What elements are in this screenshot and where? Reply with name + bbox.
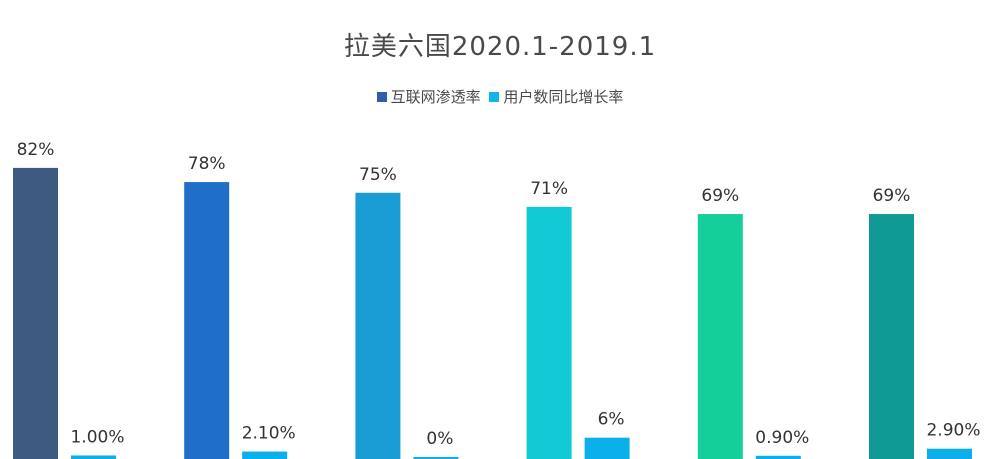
growth-bar-0 — [71, 455, 116, 459]
growth-data-label-0: 1.00% — [70, 427, 124, 447]
penetration-data-label-5: 69% — [873, 186, 911, 206]
penetration-data-label-2: 75% — [359, 165, 397, 185]
growth-data-label-4: 0.90% — [755, 428, 809, 448]
legend-swatch-penetration — [376, 91, 387, 102]
growth-bar-1 — [242, 451, 288, 459]
penetration-bar-5 — [869, 214, 914, 459]
penetration-data-label-4: 69% — [701, 186, 739, 206]
growth-data-label-2: 0% — [426, 429, 453, 449]
penetration-bar-3 — [526, 206, 572, 459]
growth-data-label-5: 2.90% — [926, 421, 980, 441]
chart-title: 拉美六国2020.1-2019.1 — [343, 32, 657, 62]
growth-bar-4 — [755, 455, 801, 459]
penetration-bar-1 — [184, 182, 230, 459]
penetration-data-label-1: 78% — [188, 154, 226, 174]
legend-swatch-growth — [489, 91, 500, 102]
growth-bar-5 — [927, 448, 972, 459]
legend-item-growth: 用户数同比增长率 — [489, 86, 623, 107]
growth-data-label-1: 2.10% — [242, 424, 296, 444]
penetration-data-label-3: 71% — [530, 179, 568, 199]
penetration-bar-0 — [13, 167, 58, 459]
growth-bar-3 — [584, 437, 630, 459]
penetration-bar-4 — [697, 214, 743, 459]
growth-bar-2 — [413, 457, 459, 459]
penetration-data-label-0: 82% — [17, 140, 55, 160]
growth-data-label-3: 6% — [598, 410, 625, 430]
legend-label-penetration: 互联网渗透率 — [390, 88, 481, 106]
penetration-bar-2 — [355, 192, 401, 459]
legend-label-growth: 用户数同比增长率 — [503, 88, 624, 106]
legend-item-penetration: 互联网渗透率 — [376, 86, 481, 107]
legend: 互联网渗透率 用户数同比增长率 — [0, 86, 1000, 107]
